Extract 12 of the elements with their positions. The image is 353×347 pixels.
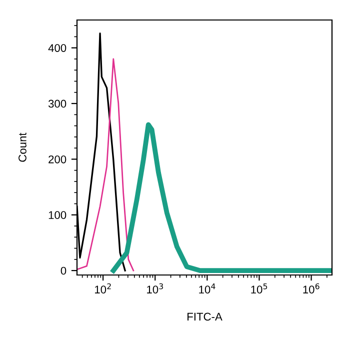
x-tick-label: 10$^{2}$ xyxy=(95,283,111,294)
y-tick-label: 300 xyxy=(48,100,66,108)
x-axis-title: FITC-A xyxy=(188,312,222,321)
y-tick-label: 400 xyxy=(48,44,66,52)
y-axis-title: Count xyxy=(18,132,26,162)
x-tick-label: 10$^{4}$ xyxy=(199,283,216,294)
x-tick-label: 10$^{5}$ xyxy=(251,283,268,294)
y-tick-label: 100 xyxy=(48,211,66,220)
x-tick-label: 10$^{6}$ xyxy=(303,283,320,294)
y-tick-label: 0 xyxy=(60,266,66,275)
y-tick-label: 200 xyxy=(48,155,66,164)
x-tick-label: 10$^{3}$ xyxy=(147,283,164,294)
